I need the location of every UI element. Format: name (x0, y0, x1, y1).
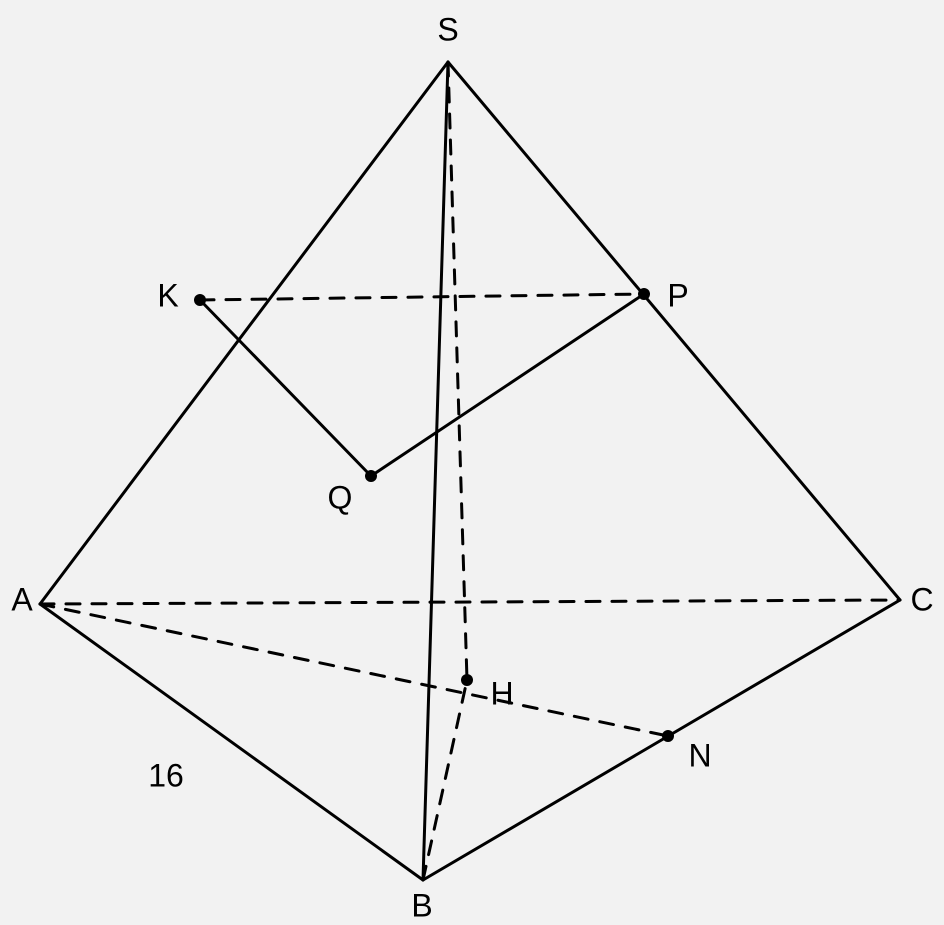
label-b: B (411, 888, 432, 925)
label-k: K (157, 278, 178, 315)
label-c: C (910, 582, 933, 619)
label-p: P (667, 278, 688, 315)
label-a: A (11, 582, 32, 619)
label-s: S (437, 12, 458, 49)
label-q: Q (328, 480, 353, 517)
tetrahedron-diagram (0, 0, 944, 920)
label-h: H (490, 676, 513, 713)
label-n: N (688, 738, 711, 775)
label-edge-ab: 16 (148, 758, 184, 795)
